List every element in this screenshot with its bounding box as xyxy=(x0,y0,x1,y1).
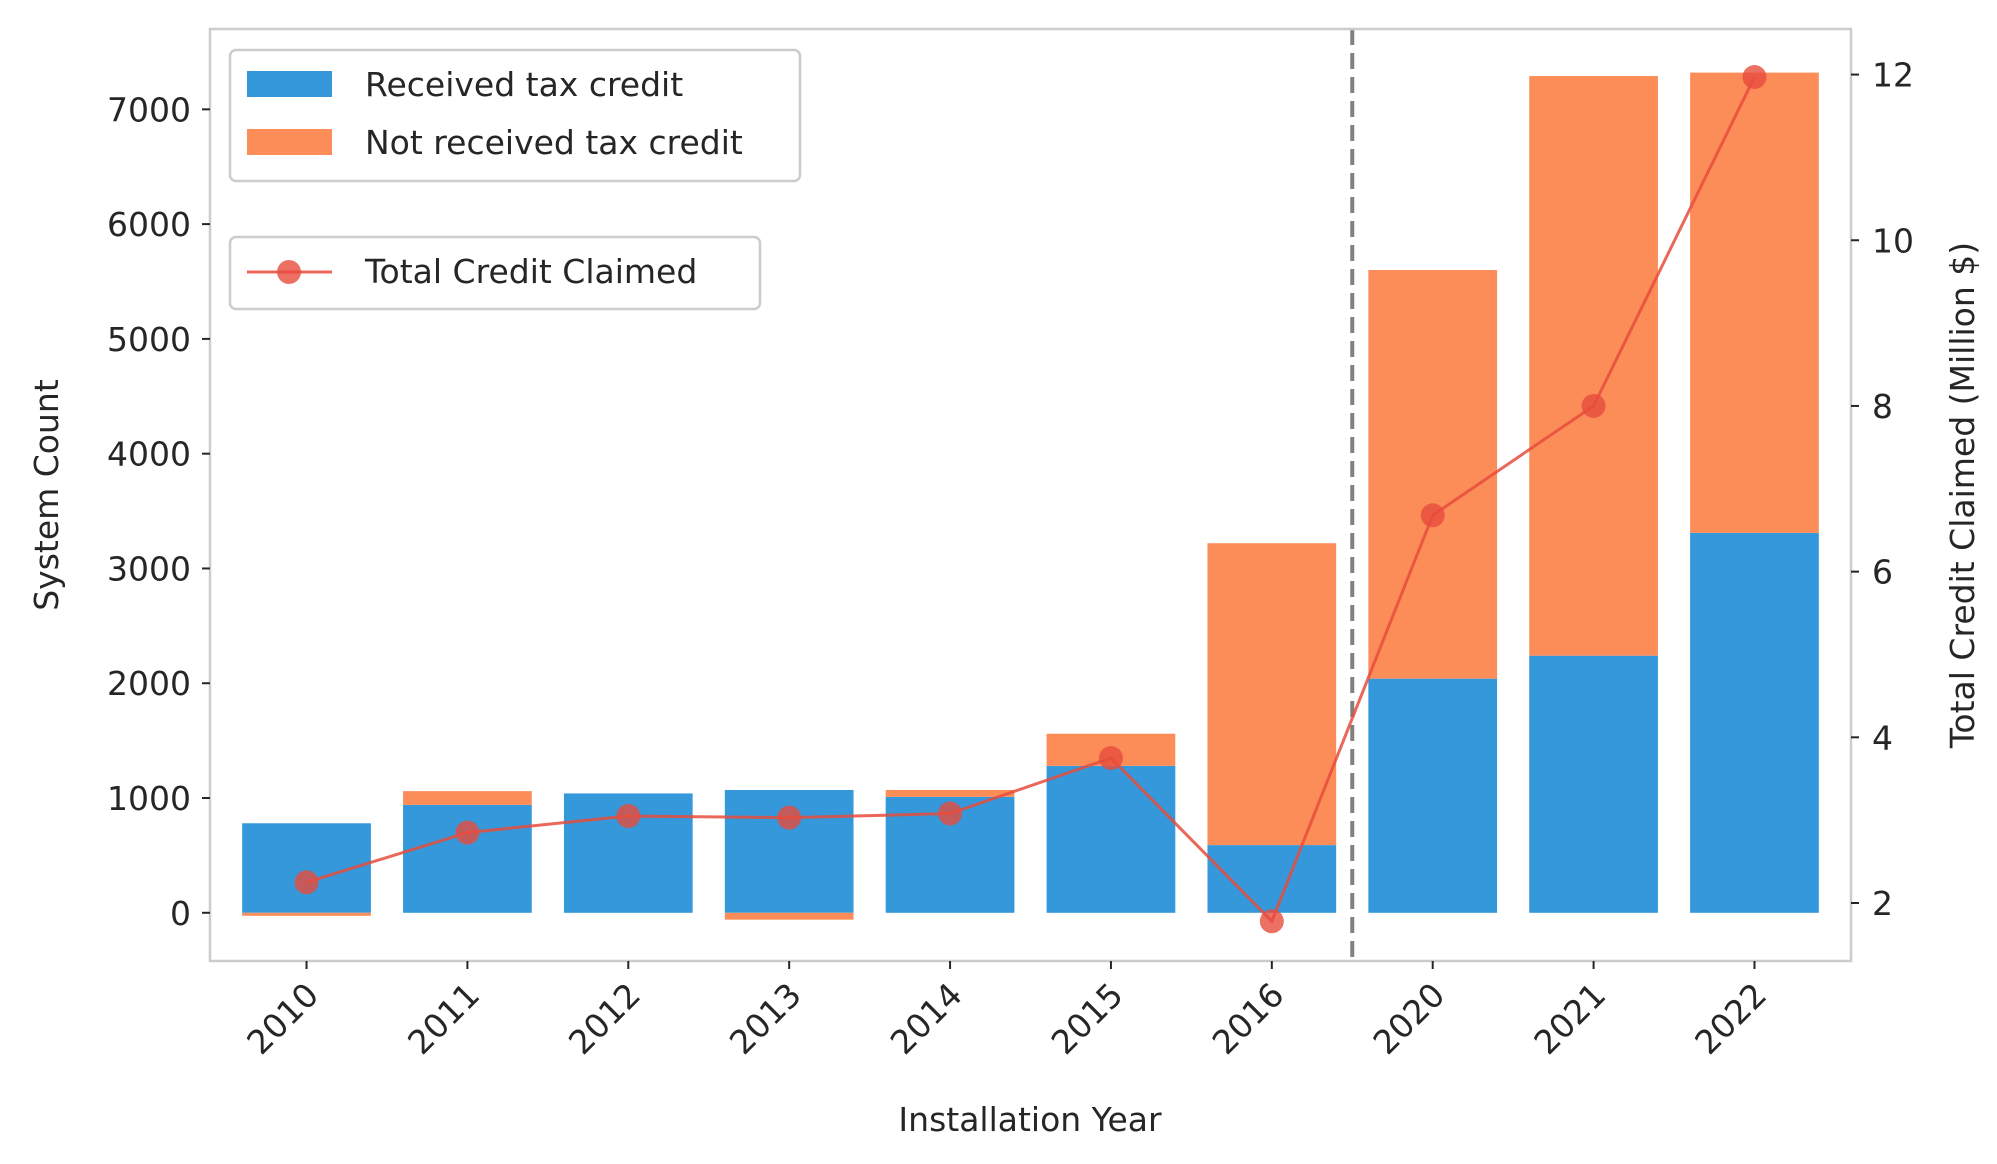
point-total-credit-2022 xyxy=(1742,65,1767,90)
plot-frame xyxy=(208,27,1853,963)
y2-tick-label: 8 xyxy=(1872,387,1893,426)
point-total-credit-2020 xyxy=(1420,503,1445,528)
bar-received-tax-credit-2021 xyxy=(1529,655,1658,913)
bar-received-tax-credit-2016 xyxy=(1207,845,1337,913)
y-tick-label: 5000 xyxy=(107,320,191,359)
bar-received-tax-credit-2022 xyxy=(1690,532,1819,913)
y2-axis-ticks: 2 4 6 8 10 12 xyxy=(1851,56,1914,923)
point-total-credit-2011 xyxy=(455,820,480,845)
legend-line-frame xyxy=(228,235,762,311)
legend-label-total-credit: Total Credit Claimed xyxy=(364,252,697,291)
y-axis-label: System Count xyxy=(27,379,66,611)
y-tick-label: 1000 xyxy=(107,779,191,818)
y2-tick-label: 4 xyxy=(1872,718,1893,757)
y-tick-label: 3000 xyxy=(107,549,191,588)
x-axis-label: Installation Year xyxy=(898,1100,1162,1139)
legend-bars: Received tax credit Not received tax cre… xyxy=(228,48,802,183)
y2-axis-label: Total Credit Claimed (Million $) xyxy=(1943,242,1982,749)
y2-tick-label: 6 xyxy=(1872,553,1893,592)
y2-tick-label: 12 xyxy=(1872,56,1914,95)
bar-received-tax-credit-2020 xyxy=(1368,678,1498,913)
legend-swatch-received xyxy=(247,71,332,97)
point-total-credit-2016 xyxy=(1259,909,1284,934)
bar-not-received-tax-credit-2013 xyxy=(724,912,854,920)
legend-line: Total Credit Claimed xyxy=(228,235,762,311)
line-total-credit-claimed xyxy=(306,76,1756,924)
bar-not-received-tax-credit-2014 xyxy=(885,789,1015,797)
y-tick-label: 6000 xyxy=(107,205,191,244)
bars-layer xyxy=(242,72,1819,920)
bar-not-received-tax-credit-2020 xyxy=(1368,270,1498,679)
legend-bars-frame xyxy=(228,48,802,183)
legend-label-not-received: Not received tax credit xyxy=(365,123,743,162)
bar-not-received-tax-credit-2021 xyxy=(1529,76,1658,656)
y2-tick-label: 2 xyxy=(1872,884,1893,923)
point-total-credit-2014 xyxy=(938,801,963,826)
bar-not-received-tax-credit-2016 xyxy=(1207,543,1337,846)
legend-label-received: Received tax credit xyxy=(365,65,683,104)
y-tick-label: 7000 xyxy=(107,90,191,129)
point-total-credit-2010 xyxy=(294,870,319,895)
y-tick-label: 2000 xyxy=(107,664,191,703)
point-total-credit-2012 xyxy=(616,804,641,829)
line-layer xyxy=(294,65,1767,934)
y-tick-label: 0 xyxy=(170,894,191,933)
y-tick-label: 4000 xyxy=(107,435,191,474)
legend-swatch-not-received xyxy=(247,129,332,155)
bar-received-tax-credit-2015 xyxy=(1046,765,1176,913)
point-total-credit-2021 xyxy=(1581,393,1606,418)
bar-not-received-tax-credit-2010 xyxy=(242,912,371,916)
bar-not-received-tax-credit-2022 xyxy=(1690,72,1819,533)
legend-line-marker xyxy=(277,260,301,284)
y2-tick-label: 10 xyxy=(1872,221,1914,260)
bar-not-received-tax-credit-2011 xyxy=(403,791,532,805)
point-total-credit-2013 xyxy=(777,805,802,830)
point-total-credit-2015 xyxy=(1098,746,1123,771)
y-axis-ticks: 0 1000 2000 3000 4000 5000 6000 7000 xyxy=(107,90,210,933)
